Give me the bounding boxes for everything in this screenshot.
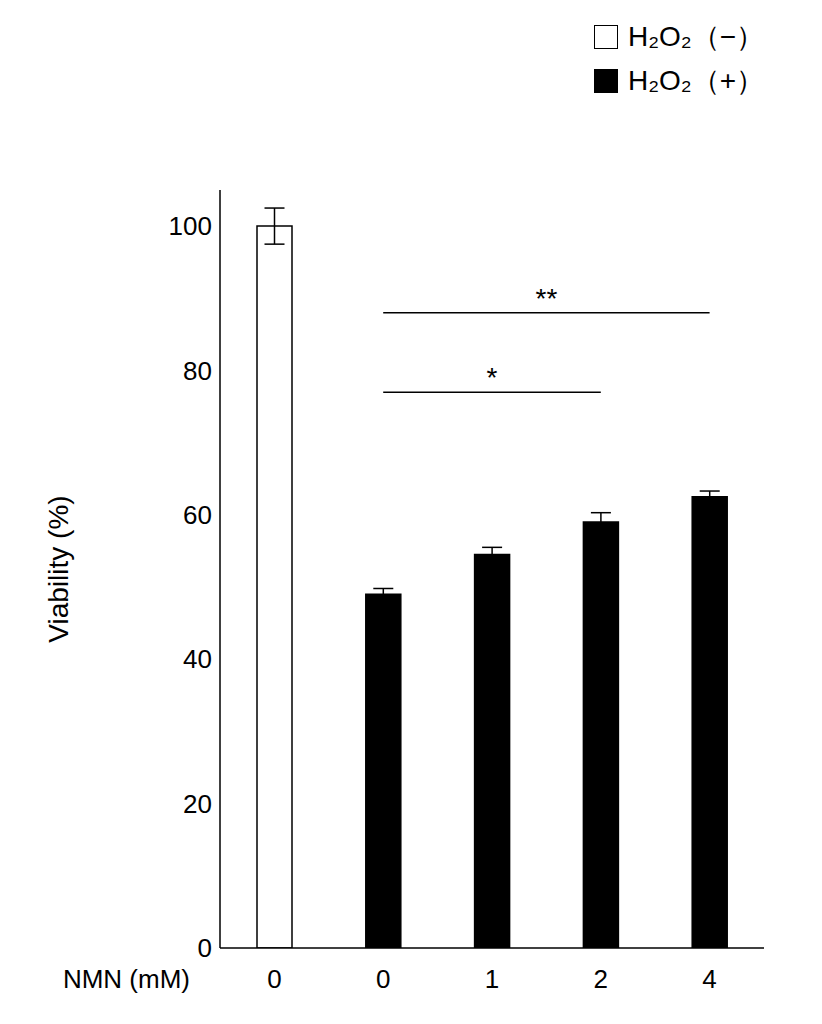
svg-text:2: 2 (594, 964, 608, 994)
svg-text:0: 0 (376, 964, 390, 994)
svg-text:4: 4 (702, 964, 716, 994)
svg-text:100: 100 (169, 211, 212, 241)
html-text:H₂O₂（+）: H₂O₂（+） (627, 65, 764, 96)
svg-text:0: 0 (198, 933, 212, 963)
svg-text:*: * (487, 362, 498, 393)
svg-text:40: 40 (183, 644, 212, 674)
svg-text:NMN (mM): NMN (mM) (63, 964, 190, 994)
svg-text:0: 0 (267, 964, 281, 994)
svg-text:80: 80 (183, 356, 212, 386)
svg-text:60: 60 (183, 500, 212, 530)
svg-text:1: 1 (485, 964, 499, 994)
svg-text:Viability (%): Viability (%) (43, 495, 74, 642)
html-text:H₂O₂（−）: H₂O₂（−） (627, 21, 764, 52)
svg-text:20: 20 (183, 789, 212, 819)
svg-text:**: ** (536, 283, 558, 314)
